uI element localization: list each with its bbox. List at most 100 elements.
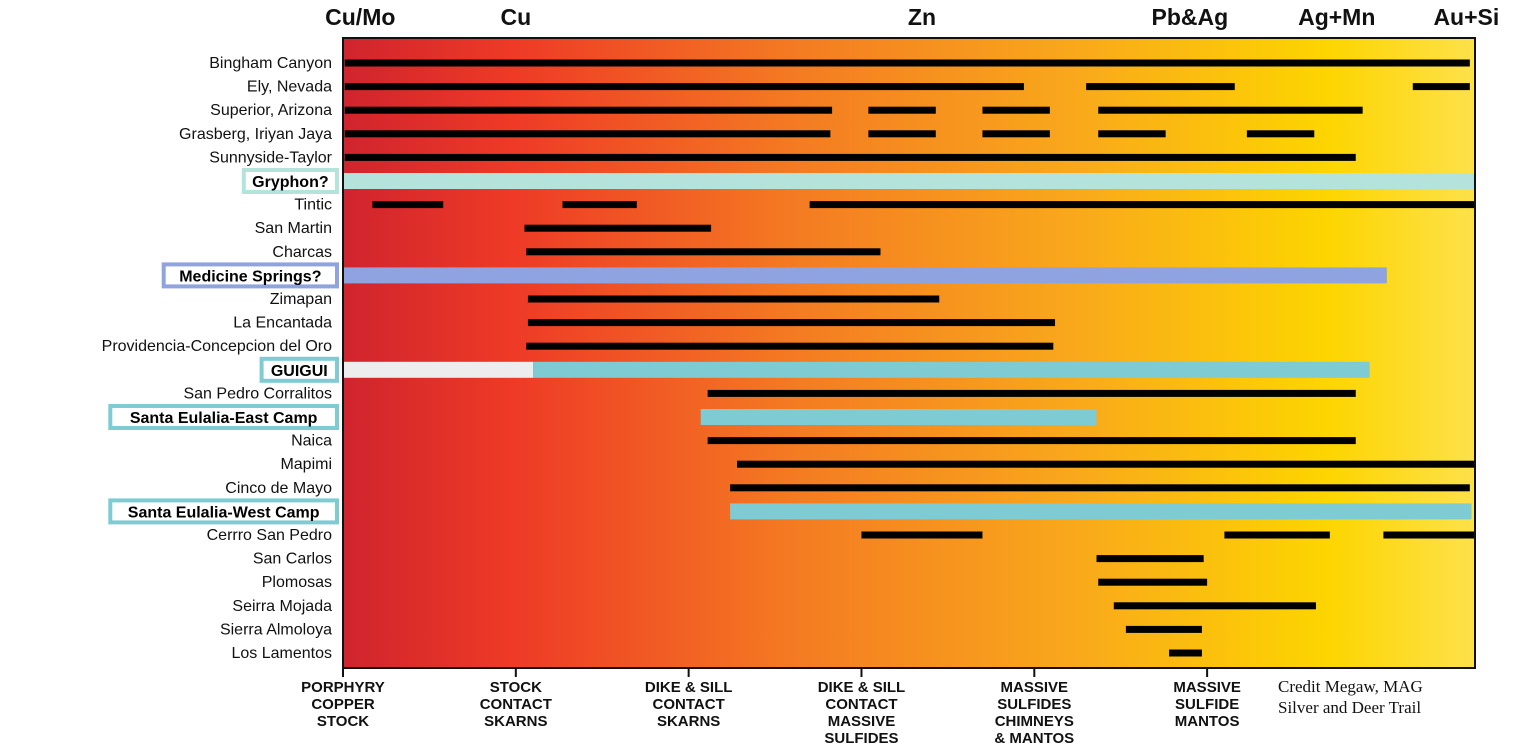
row-label-box (241, 168, 339, 194)
row-label: Cerrro San Pedro (207, 527, 332, 544)
bar-segment (868, 106, 936, 114)
top-label-cu: Cu (500, 4, 531, 30)
row-label: Plomosas (262, 574, 332, 591)
x-tick-label-line: PORPHYRY (301, 679, 385, 696)
row-cinco-de-mayo: Cinco de Mayo (225, 480, 1470, 497)
row-label: Grasberg, Iriyan Jaya (179, 126, 332, 143)
row-label: Naica (291, 433, 332, 450)
bar-segment (1098, 130, 1166, 138)
x-tick-label: PORPHYRY COPPER STOCK (301, 679, 385, 730)
bar-segment (527, 295, 940, 303)
row-label: Los Lamentos (231, 645, 332, 662)
x-tick-label-line: STOCK (317, 713, 369, 730)
bar-segment (982, 106, 1050, 114)
bar-segment (737, 460, 1475, 468)
row-label: Tintic (294, 197, 332, 214)
bar-segment (1383, 531, 1475, 539)
top-label-au-si: Au+Si (1433, 4, 1499, 30)
bar-segment (982, 130, 1050, 138)
row-label: Zimapan (270, 291, 332, 308)
x-tick-label: DIKE & SILL CONTACT MASSIVE SULFIDES (818, 679, 906, 747)
row-label: Medicine Springs? (179, 268, 321, 285)
bar-segment (1412, 83, 1470, 91)
bar-segment (1246, 130, 1315, 138)
row-label-box (108, 404, 339, 430)
row-sunnyside-taylor: Sunnyside-Taylor (209, 149, 1356, 166)
row-la-encantada: La Encantada (233, 315, 1056, 332)
bar-segment (527, 319, 1056, 327)
bar-segment (1098, 578, 1208, 586)
x-tick-label-line: CHIMNEYS (995, 713, 1074, 730)
x-tick-label-line: SULFIDES (824, 730, 898, 747)
row-plomosas: Plomosas (262, 574, 1208, 591)
bar-lead-in (343, 361, 534, 378)
row-label: La Encantada (233, 315, 332, 332)
bar-segment (344, 59, 1470, 67)
bar-segment (1224, 531, 1330, 539)
bar-segment (1113, 602, 1317, 610)
row-guigui: GUIGUI (259, 356, 1370, 383)
top-label-cu-mo: Cu/Mo (325, 4, 395, 30)
row-grasberg-iriyan-jaya: Grasberg, Iriyan Jaya (179, 126, 1315, 143)
x-tick-label-line: SKARNS (657, 713, 720, 730)
row-label: Charcas (272, 244, 332, 261)
x-tick-label-line: SULFIDE (1175, 696, 1239, 713)
row-label: Ely, Nevada (247, 79, 332, 96)
row-label-box (161, 262, 339, 289)
row-zimapan: Zimapan (270, 291, 940, 308)
credit-line: Silver and Deer Trail (1278, 698, 1421, 717)
row-bingham-canyon: Bingham Canyon (209, 55, 1470, 72)
bar-segment (344, 106, 833, 114)
row-label: Providencia-Concepcion del Oro (102, 338, 332, 355)
x-tick-label-line: SKARNS (484, 713, 547, 730)
row-label: San Pedro Corralitos (183, 385, 332, 402)
row-gryphon: Gryphon? (241, 168, 1475, 194)
row-providencia-concepcion-del-oro: Providencia-Concepcion del Oro (102, 338, 1054, 355)
x-tick-label-line: STOCK (490, 679, 542, 696)
row-label: Mapimi (280, 456, 332, 473)
rows: Bingham Canyon Ely, Nevada Superior, Arizo… (102, 55, 1475, 662)
top-label-ag-mn: Ag+Mn (1298, 4, 1375, 30)
x-tick-label: DIKE & SILL CONTACT SKARNS (645, 679, 733, 730)
row-naica: Naica (291, 433, 1356, 450)
x-tick-label-line: CONTACT (653, 696, 725, 713)
x-tick-label-line: SULFIDES (997, 696, 1071, 713)
row-cerrro-san-pedro: Cerrro San Pedro (207, 527, 1475, 544)
bar-segment (700, 409, 1097, 425)
x-tick-label: STOCK CONTACT SKARNS (480, 679, 552, 730)
x-tick-label-line: & MANTOS (994, 730, 1074, 747)
top-label-pb-ag: Pb&Ag (1152, 4, 1229, 30)
row-label: Cinco de Mayo (225, 480, 332, 497)
x-tick-label-line: COPPER (311, 696, 375, 713)
bar-segment (343, 173, 1475, 189)
row-san-martin: San Martin (255, 220, 712, 237)
x-tick-label-line: MASSIVE (1173, 679, 1241, 696)
row-label-box (259, 356, 340, 383)
row-label: Seirra Mojada (232, 598, 332, 615)
x-tick-label-line: MASSIVE (1001, 679, 1069, 696)
bar-segment (526, 342, 1054, 350)
row-label: Gryphon? (252, 174, 328, 191)
row-mapimi: Mapimi (280, 456, 1475, 473)
x-tick-label: MASSIVE SULFIDE MANTOS (1173, 679, 1241, 730)
row-santa-eulalia-west-camp: Santa Eulalia-West Camp (108, 498, 1472, 525)
bar-segment (707, 437, 1356, 445)
bar-segment (1098, 106, 1363, 114)
bar-segment (372, 201, 444, 209)
row-label: GUIGUI (271, 363, 328, 380)
credit-line: Credit Megaw, MAG (1278, 677, 1423, 696)
bar-segment (730, 484, 1470, 492)
row-label: San Martin (255, 220, 332, 237)
bar-segment (1125, 625, 1202, 633)
bar-segment (533, 361, 1370, 378)
x-tick-label-line: CONTACT (825, 696, 897, 713)
row-los-lamentos: Los Lamentos (231, 645, 1202, 662)
x-tick-label-line: MANTOS (1175, 713, 1240, 730)
bar-segment (1096, 555, 1204, 563)
bar-segment (526, 248, 881, 256)
row-label: Santa Eulalia-East Camp (130, 410, 318, 427)
top-label-zn: Zn (908, 4, 936, 30)
bar-segment (344, 83, 1024, 91)
row-label: Sierra Almoloya (220, 621, 332, 638)
